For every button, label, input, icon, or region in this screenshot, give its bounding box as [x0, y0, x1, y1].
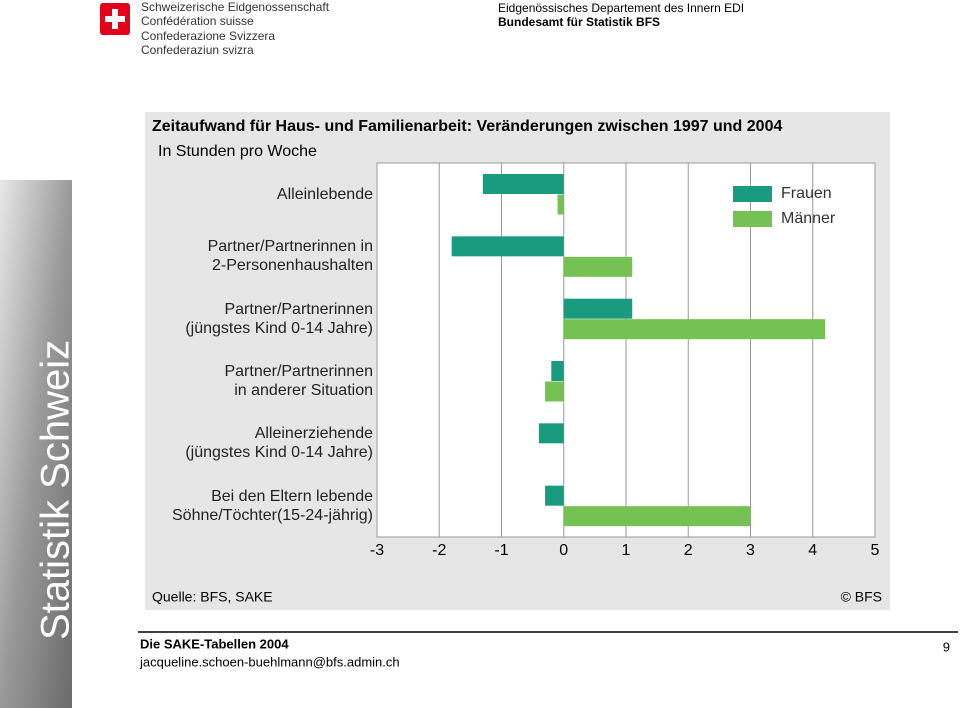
y-tick-label: Partner/Partnerinnen in 2-Personenhausha… [207, 238, 373, 275]
x-tick-label: 0 [559, 542, 568, 559]
legend-swatch [733, 186, 772, 202]
x-tick-label: 1 [622, 542, 631, 559]
legend-label: Männer [781, 210, 836, 227]
bar [563, 256, 633, 277]
y-tick-label: Partner/Partnerinnen in anderer Situatio… [224, 363, 373, 400]
swiss-cross [105, 9, 125, 29]
bar [538, 423, 564, 444]
y-tick-label: Bei den Eltern lebende Söhne/Töchter(15-… [172, 487, 373, 524]
credit: © BFS [841, 589, 882, 605]
x-tick-label: 3 [746, 542, 755, 559]
bar [551, 361, 564, 381]
x-tick-label: 5 [871, 542, 880, 559]
bar [563, 298, 633, 319]
department: Eidgenössisches Departement des Innern E… [498, 1, 744, 15]
bar [545, 381, 564, 402]
bar [451, 236, 564, 257]
header-line: Schweizerische Eidgenossenschaft [141, 0, 330, 14]
header-line: Confédération suisse [141, 14, 254, 28]
legend-swatch [733, 211, 772, 227]
y-tick-label: Alleinerziehende (jüngstes Kind 0-14 Jah… [185, 425, 373, 462]
category-label-box: Alleinerziehende (jüngstes Kind 0-14 Jah… [185, 425, 373, 462]
header-line: Confederaziun svizra [141, 43, 254, 57]
category-label-box: Bei den Eltern lebende Söhne/Töchter(15-… [172, 487, 373, 524]
chart-title: Zeitaufwand für Haus- und Familienarbeit… [152, 118, 782, 135]
bar [482, 174, 564, 194]
y-tick-label: Partner/Partnerinnen (jüngstes Kind 0-14… [185, 300, 373, 337]
category-label-box: Alleinlebende [276, 185, 373, 203]
category-label-box: Partner/Partnerinnen (jüngstes Kind 0-14… [185, 300, 373, 337]
sidebar-image [0, 180, 72, 708]
category-label-box: Partner/Partnerinnen in 2-Personenhausha… [207, 238, 373, 275]
bar [557, 194, 564, 215]
x-tick-label: -2 [432, 542, 446, 559]
category-label-box: Partner/Partnerinnen in anderer Situatio… [224, 363, 373, 400]
chart-subtitle: In Stunden pro Woche [158, 143, 317, 160]
legend-label: Frauen [781, 185, 832, 202]
page-number: 9 [943, 639, 950, 654]
x-tick-label: -3 [370, 542, 384, 559]
bar [545, 485, 564, 506]
y-tick-label: Alleinlebende [276, 185, 373, 203]
footer-email: jacqueline.schoen-buehlmann@bfs.admin.ch [139, 654, 400, 669]
bar [563, 319, 826, 340]
x-tick-label: 2 [684, 542, 693, 559]
source: Quelle: BFS, SAKE [152, 589, 273, 605]
bar [563, 506, 751, 527]
header-line: Confederazione Svizzera [141, 29, 275, 43]
x-tick-label: 4 [808, 542, 817, 559]
sidebar-text: Statistik Schweiz [34, 340, 78, 640]
office: Bundesamt für Statistik BFS [498, 15, 660, 29]
footer-title: Die SAKE-Tabellen 2004 [140, 636, 289, 651]
x-tick-label: -1 [494, 542, 508, 559]
